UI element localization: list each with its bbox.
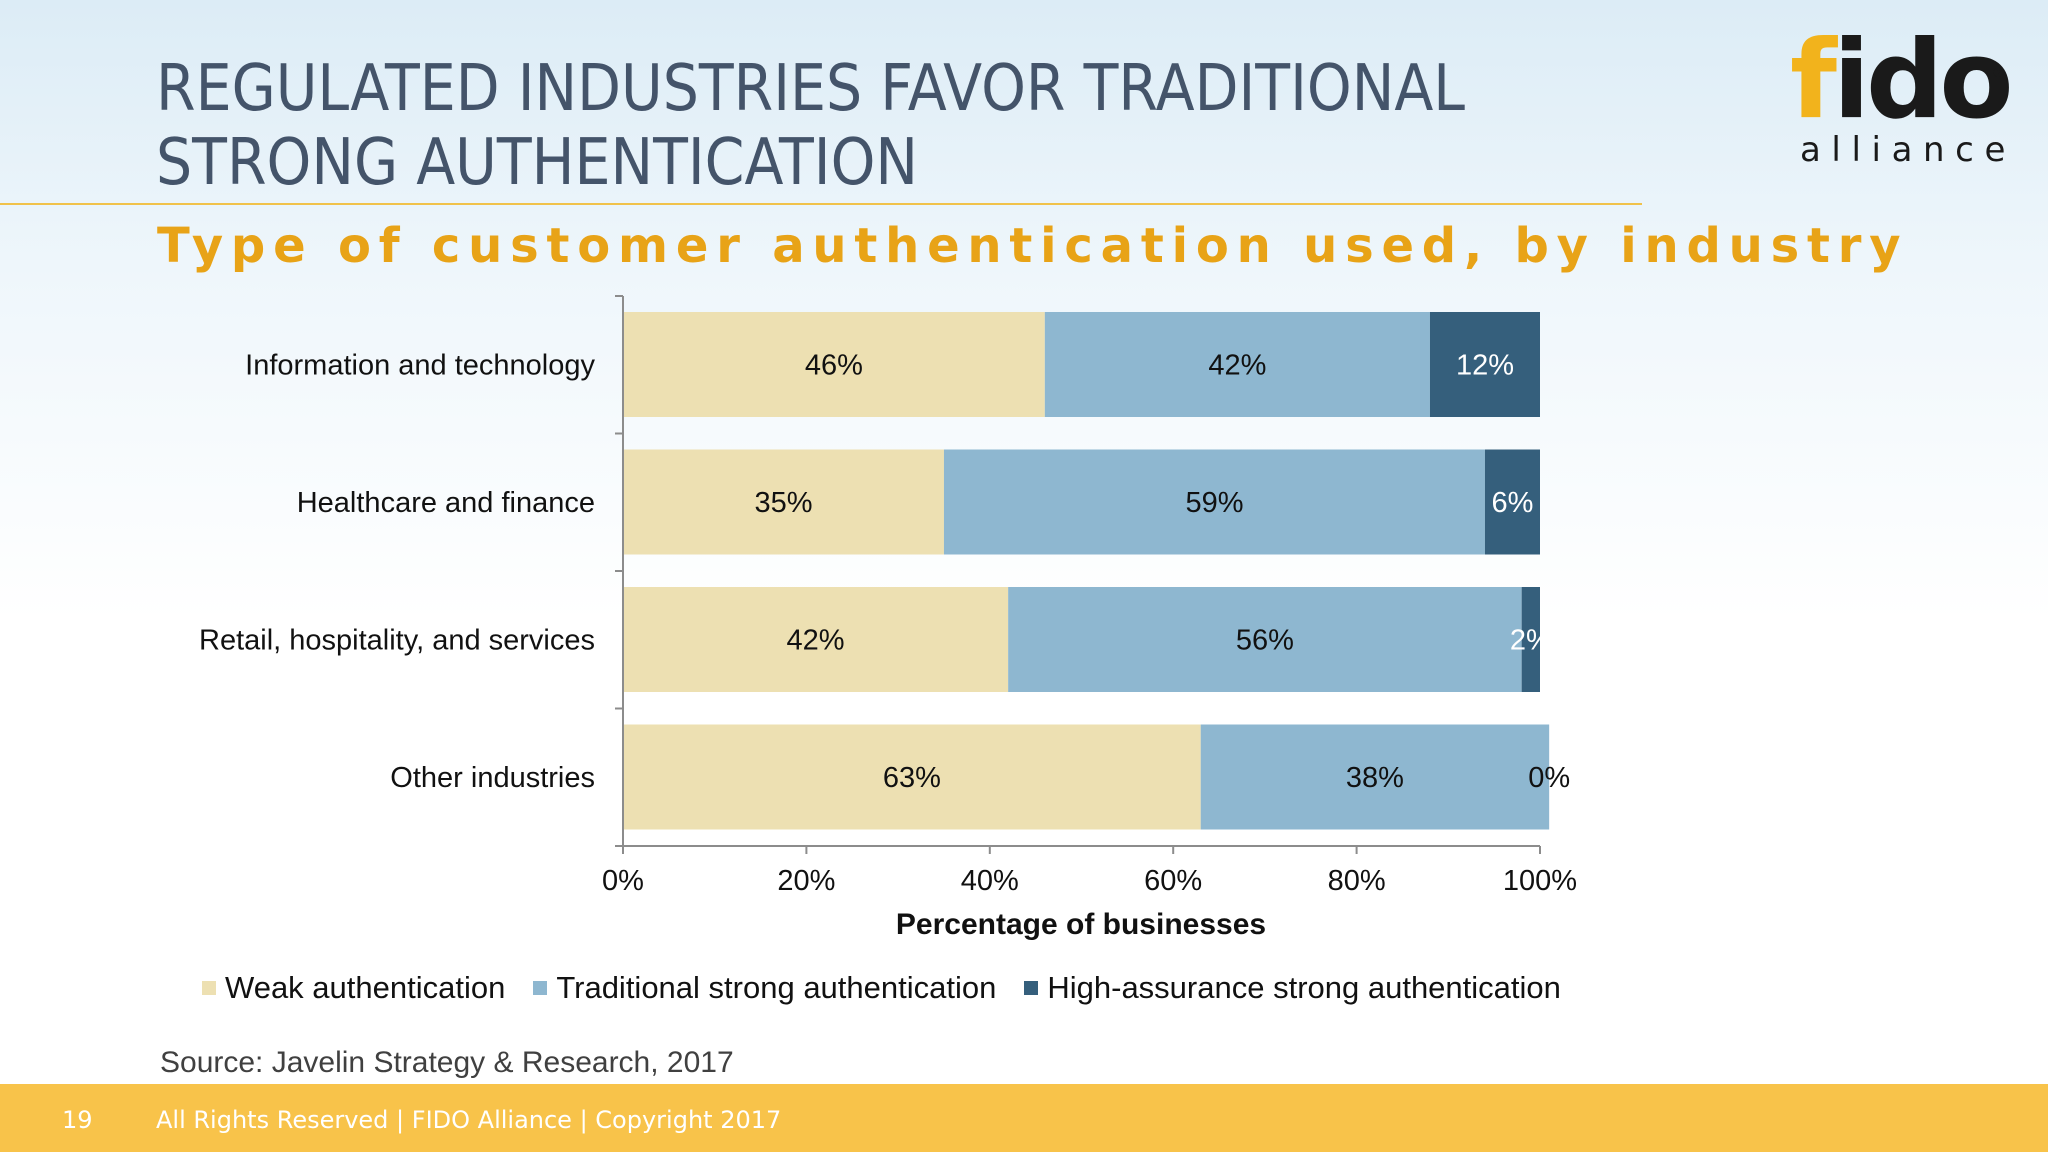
category-label: Healthcare and finance [297,487,595,519]
bar-segment [623,449,944,555]
logo-subtitle: alliance [1800,130,2016,170]
logo-letter-f: f [1790,18,1837,143]
data-label: 6% [1492,487,1534,519]
bar-segment [1521,587,1540,692]
page-number: 19 [62,1106,93,1134]
bar-label-group: 46% 42% 12% 35% 59% 6% 42% 56% 2% 63% 38% 0% [754,350,1570,795]
logo-wordmark: fido [1790,18,2014,143]
legend-item: Traditional strong authentication [533,970,996,1006]
data-label: 42% [1208,350,1266,382]
bar-segment [623,724,1201,830]
bar-group [623,312,1550,830]
x-tick-label: 20% [777,865,835,897]
legend-item: Weak authentication [202,970,505,1006]
registered-mark: ® [1993,64,2004,80]
data-label: 38% [1346,762,1404,794]
x-tick-label: 80% [1328,865,1386,897]
bar-segment [1008,587,1522,692]
data-label: 12% [1456,350,1514,382]
category-label: Retail, hospitality, and services [199,625,595,657]
logo-letters-rest: ido [1833,18,2014,143]
data-label: 46% [805,350,863,382]
x-tick-label: 0% [602,865,644,897]
fido-alliance-logo: fido ® alliance [1790,18,2014,170]
legend-swatch [1024,981,1039,995]
footer-copyright: All Rights Reserved | FIDO Alliance | Co… [156,1106,782,1134]
footer-bar: 19 All Rights Reserved | FIDO Alliance |… [0,1084,2048,1152]
bar-segment [1200,724,1550,830]
data-label: 63% [883,762,941,794]
slide-title: REGULATED INDUSTRIES FAVOR TRADITIONAL S… [156,52,1466,200]
bar-segment [1484,449,1540,555]
category-label: Other industries [390,762,595,794]
data-label: 0% [1528,762,1570,794]
x-tick-label: 40% [961,865,1019,897]
bar-segment [1044,312,1430,417]
axes-group: Information and technology Healthcare and… [199,295,1577,897]
data-label: 42% [787,625,845,657]
source-note: Source: Javelin Strategy & Research, 201… [160,1046,734,1079]
bar-segment [623,587,1009,692]
legend-item: High-assurance strong authentication [1024,970,1561,1006]
data-label: 2% [1510,625,1552,657]
category-label: Information and technology [245,350,595,382]
bar-segment [623,312,1045,417]
chart-legend: Weak authentication Traditional strong au… [202,968,1589,1008]
x-tick-label: 100% [1503,865,1577,897]
legend-label: Weak authentication [225,970,506,1005]
bar-segment [943,449,1485,555]
stacked-bar-chart: 46% 42% 12% 35% 59% 6% 42% 56% 2% 63% 38% 0% Inform… [199,295,1577,941]
data-label: 56% [1236,625,1294,657]
legend-swatch [202,981,216,995]
legend-label: Traditional strong authentication [556,970,997,1005]
title-divider [0,203,1642,205]
legend-swatch [533,981,548,995]
chart-subtitle: Type of customer authentication used, by… [157,218,1909,274]
x-axis-label: Percentage of businesses [896,908,1266,941]
data-label: 59% [1185,487,1243,519]
bar-segment [1429,312,1540,417]
data-label: 35% [754,487,812,519]
legend-label: High-assurance strong authentication [1047,970,1561,1005]
x-tick-label: 60% [1144,865,1202,897]
